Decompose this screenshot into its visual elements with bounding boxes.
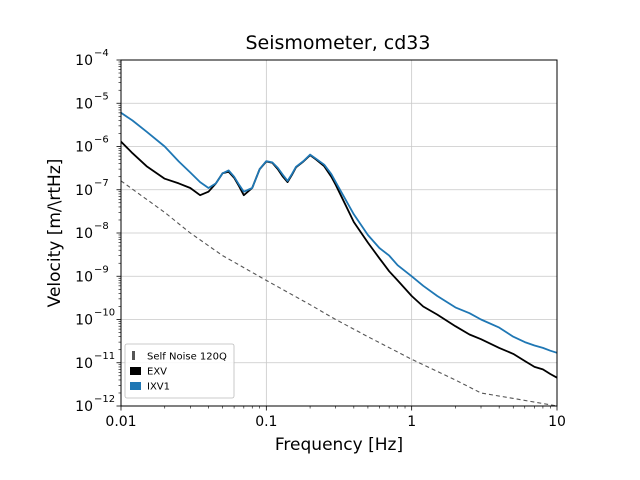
- y-tick-label: 10: [75, 140, 93, 156]
- x-tick-label: 0.1: [255, 414, 277, 430]
- legend-label: IXV1: [147, 382, 170, 393]
- y-tick-label: 10: [75, 183, 93, 199]
- y-tick-exponent: −8: [94, 221, 109, 232]
- y-tick-label: 10: [75, 356, 93, 372]
- y-tick-label: 10: [75, 96, 93, 112]
- y-tick-exponent: −12: [94, 394, 115, 405]
- y-tick-label: 10: [75, 53, 93, 69]
- series-layer: [120, 112, 558, 407]
- y-tick-label: 10: [75, 226, 93, 242]
- x-axis-label: Frequency [Hz]: [275, 435, 403, 455]
- legend-label: EXV: [147, 367, 167, 378]
- x-axis-ticks: 0.01 0.1 1 10: [105, 406, 566, 430]
- chart-title: Seismometer, cd33: [246, 32, 431, 54]
- y-tick-exponent: −11: [94, 351, 115, 362]
- y-axis-label: Velocity [m/\rtHz]: [45, 159, 65, 308]
- y-tick-exponent: −5: [94, 91, 109, 102]
- x-tick-label: 10: [548, 414, 566, 430]
- y-tick-exponent: −6: [94, 135, 109, 146]
- x-tick-label: 0.01: [105, 414, 136, 430]
- y-tick-label: 10: [75, 399, 93, 415]
- series-line-self-noise-120q: [120, 180, 558, 407]
- series-line-ixv1: [120, 112, 558, 354]
- y-tick-label: 10: [75, 269, 93, 285]
- y-tick-exponent: −4: [94, 48, 109, 59]
- legend-swatch: [132, 351, 135, 360]
- legend-swatch: [130, 367, 141, 375]
- x-tick-label: 1: [407, 414, 416, 430]
- y-tick-label: 10: [75, 313, 93, 329]
- y-tick-exponent: −9: [94, 264, 109, 275]
- legend-box: [124, 343, 235, 399]
- y-tick-exponent: −7: [94, 178, 109, 189]
- y-tick-exponent: −10: [94, 308, 115, 319]
- legend: Self Noise 120Q EXV IXV1: [124, 343, 235, 399]
- legend-label: Self Noise 120Q: [147, 352, 227, 363]
- legend-swatch: [130, 382, 141, 390]
